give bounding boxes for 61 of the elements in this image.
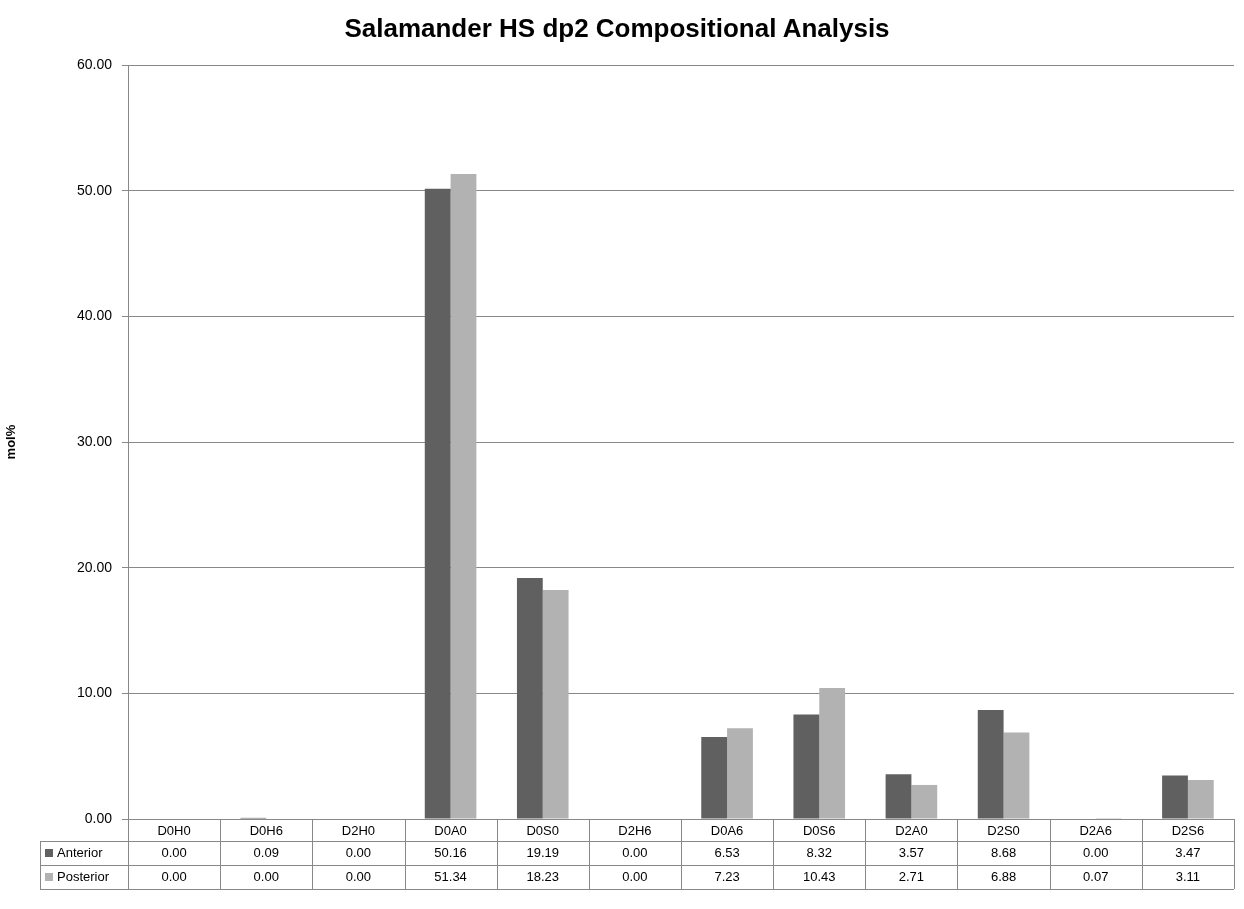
- legend-label: Posterior: [57, 868, 110, 884]
- x-tick-label: D2S6: [1171, 823, 1205, 839]
- data-label: 0.09: [253, 844, 279, 860]
- bar: [819, 687, 846, 819]
- bar: [793, 714, 820, 819]
- x-tick-label: D0S6: [802, 823, 836, 839]
- bar: [1162, 775, 1188, 819]
- bar: [450, 174, 477, 819]
- x-tick-label: D0A6: [710, 823, 744, 839]
- bar: [1003, 732, 1030, 819]
- data-label: 7.23: [714, 868, 740, 884]
- data-label: 0.00: [161, 868, 187, 884]
- data-label: 19.19: [526, 844, 560, 860]
- bar: [516, 577, 543, 819]
- y-tick-label: 50.00: [76, 181, 113, 198]
- data-label: 0.00: [345, 844, 372, 860]
- data-label: 8.32: [806, 844, 832, 860]
- bar: [542, 589, 569, 819]
- bar: [1187, 779, 1214, 819]
- data-label: 6.53: [714, 844, 740, 860]
- data-label: 10.43: [802, 868, 836, 884]
- x-tick-label: D2A0: [895, 823, 928, 839]
- x-tick-label: D0S0: [526, 823, 560, 839]
- y-tick-label: 60.00: [76, 56, 113, 73]
- data-label: 0.07: [1083, 868, 1109, 884]
- y-tick-label: 0.00: [84, 809, 113, 826]
- x-tick-label: D0A0: [434, 823, 467, 839]
- y-tick-label: 30.00: [76, 432, 113, 449]
- data-label: 0.00: [253, 868, 279, 884]
- data-label: 50.16: [434, 844, 467, 860]
- y-tick-label: 10.00: [76, 684, 113, 701]
- data-label: 3.57: [898, 844, 925, 860]
- data-label: 0.00: [622, 868, 648, 884]
- data-label: 18.23: [526, 868, 560, 884]
- y-tick-label: 40.00: [76, 307, 113, 324]
- data-label: 8.68: [990, 844, 1017, 860]
- data-label: 0.00: [345, 868, 372, 884]
- data-label: 0.00: [622, 844, 648, 860]
- y-axis-title: mol%: [3, 424, 19, 460]
- bar: [701, 736, 728, 819]
- y-tick-label: 20.00: [76, 558, 113, 575]
- data-label: 3.47: [1175, 844, 1201, 860]
- bar: [911, 784, 938, 819]
- data-label: 0.00: [1083, 844, 1109, 860]
- x-tick-label: D0H6: [249, 823, 283, 839]
- x-tick-label: D2A6: [1079, 823, 1113, 839]
- chart-title: Salamander HS dp2 Compositional Analysis: [344, 12, 890, 43]
- bar: [977, 709, 1004, 819]
- data-label: 6.88: [990, 868, 1017, 884]
- x-tick-label: D0H0: [157, 823, 191, 839]
- bar: [727, 728, 753, 819]
- data-label: 0.00: [161, 844, 187, 860]
- bar: [424, 188, 451, 819]
- x-tick-label: D2S0: [987, 823, 1020, 839]
- x-tick-label: D2H0: [341, 823, 376, 839]
- data-label: 3.11: [1175, 868, 1201, 884]
- bar: [885, 774, 912, 819]
- legend-label: Anterior: [57, 844, 104, 860]
- data-label: 2.71: [898, 868, 925, 884]
- data-label: 51.34: [434, 868, 467, 884]
- x-tick-label: D2H6: [618, 823, 652, 839]
